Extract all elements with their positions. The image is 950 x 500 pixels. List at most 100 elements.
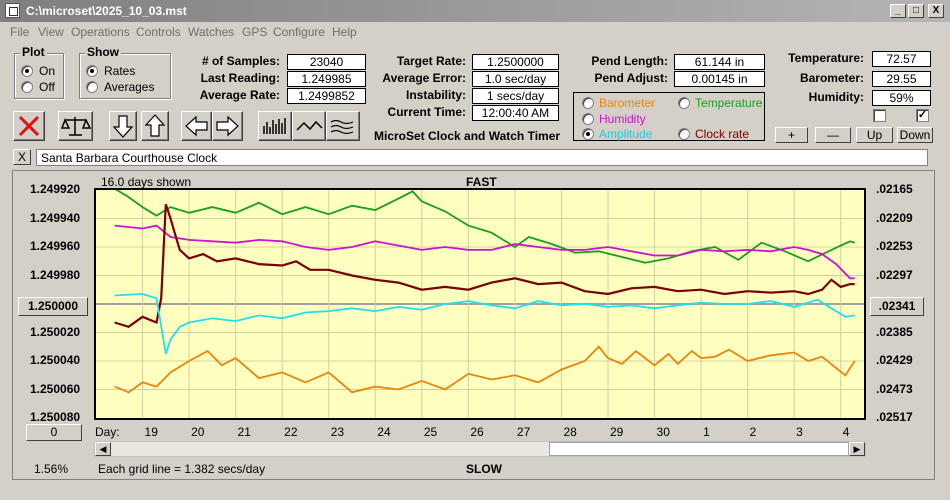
window-title: C:\microset\2025_10_03.mst bbox=[26, 4, 187, 18]
show-group-label: Show bbox=[85, 45, 121, 59]
show-rates-label: Rates bbox=[104, 64, 136, 78]
right-arrow-button[interactable] bbox=[212, 111, 243, 141]
show-rates-radio[interactable] bbox=[86, 65, 98, 77]
pend-length-label: Pend Length: bbox=[591, 54, 668, 68]
menu-gps[interactable]: GPS bbox=[242, 25, 268, 39]
slow-label: SLOW bbox=[466, 462, 502, 476]
pend-adjust-value: 0.00145 in bbox=[674, 71, 765, 87]
temperature-radio[interactable] bbox=[678, 97, 690, 109]
menu-watches[interactable]: Watches bbox=[188, 25, 235, 39]
scroll-thumb[interactable] bbox=[549, 442, 849, 456]
temperature-trace-label: Temperature bbox=[695, 96, 763, 110]
chart-panel bbox=[12, 170, 935, 480]
menu-help[interactable]: Help bbox=[332, 25, 357, 39]
humidity-label: Humidity: bbox=[808, 90, 864, 104]
trace-selector: Barometer Temperature Humidity Amplitude… bbox=[573, 92, 765, 141]
y-right-tick-label: .02385 bbox=[876, 324, 913, 339]
amplitude-trace-label: Amplitude bbox=[599, 127, 653, 141]
minimize-button[interactable]: _ bbox=[890, 4, 906, 18]
y-left-tick-label: 1.249920 bbox=[30, 182, 81, 196]
horizontal-scrollbar[interactable]: ◀ ▶ bbox=[94, 441, 866, 457]
y-right-tick-label: .02165 bbox=[876, 182, 913, 196]
balance-scale-icon bbox=[60, 117, 92, 136]
show-averages-label: Averages bbox=[104, 80, 155, 94]
days-shown-label: 16.0 days shown bbox=[101, 175, 192, 189]
average-error-value: 1.0 sec/day bbox=[472, 71, 559, 87]
right-checkbox[interactable]: ✓ bbox=[916, 109, 929, 122]
average-rate-label: Average Rate: bbox=[199, 88, 280, 102]
down-button[interactable]: Down bbox=[897, 127, 933, 143]
scale-button[interactable] bbox=[58, 111, 93, 141]
x-tick-label: 28 bbox=[563, 425, 577, 439]
down-arrow-button[interactable] bbox=[109, 111, 137, 141]
barometer-radio[interactable] bbox=[582, 97, 594, 109]
x-tick-label: 25 bbox=[423, 425, 438, 439]
multi-wave-icon bbox=[330, 119, 354, 135]
menu-operations[interactable]: Operations bbox=[71, 25, 130, 39]
up-button[interactable]: Up bbox=[856, 127, 893, 143]
x-tick-label: 19 bbox=[144, 425, 158, 439]
offset-button[interactable]: 0 bbox=[26, 424, 82, 441]
temperature-label: Temperature: bbox=[788, 51, 864, 65]
menu-controls[interactable]: Controls bbox=[136, 25, 181, 39]
amplitude-radio[interactable] bbox=[582, 128, 594, 140]
left-checkbox[interactable] bbox=[873, 109, 886, 122]
x-tick-label: 1 bbox=[703, 425, 710, 439]
scroll-right-icon[interactable]: ▶ bbox=[849, 442, 865, 456]
humidity-trace-label: Humidity bbox=[599, 112, 646, 126]
clock-rate-radio[interactable] bbox=[678, 128, 690, 140]
maximize-button[interactable]: □ bbox=[908, 4, 924, 18]
humidity-radio[interactable] bbox=[582, 113, 594, 125]
bar-view-button[interactable] bbox=[258, 111, 292, 141]
target-rate-label: Target Rate: bbox=[396, 54, 466, 68]
wave-line-icon bbox=[296, 120, 323, 131]
plot-on-label: On bbox=[39, 64, 56, 78]
clear-watch-button[interactable]: X bbox=[13, 149, 31, 165]
bars-icon bbox=[263, 118, 286, 134]
barometer-value: 29.55 bbox=[872, 71, 931, 87]
right-center-button[interactable]: .02341 bbox=[870, 297, 924, 316]
app-icon bbox=[5, 3, 20, 18]
minus-button[interactable]: — bbox=[815, 127, 851, 143]
scroll-left-icon[interactable]: ◀ bbox=[95, 442, 111, 456]
plot-off-label: Off bbox=[39, 80, 55, 94]
barometer-label: Barometer: bbox=[799, 71, 864, 85]
show-averages-radio[interactable] bbox=[86, 81, 98, 93]
humidity-series bbox=[114, 224, 855, 280]
x-tick-label: 22 bbox=[284, 425, 298, 439]
x-tick-label: 4 bbox=[842, 425, 850, 439]
left-arrow-button[interactable] bbox=[181, 111, 212, 141]
plus-button[interactable]: + bbox=[775, 127, 808, 143]
up-arrow-button[interactable] bbox=[141, 111, 169, 141]
y-right-tick-label: .02517 bbox=[876, 410, 913, 424]
barometer-trace-label: Barometer bbox=[599, 96, 656, 110]
x-tick-label: 2 bbox=[749, 425, 757, 439]
day-axis-label: Day: bbox=[95, 425, 120, 439]
plot-on-radio[interactable] bbox=[21, 65, 33, 77]
plot-off-radio[interactable] bbox=[21, 81, 33, 93]
stop-button[interactable] bbox=[13, 111, 45, 141]
x-tick-label: 29 bbox=[610, 425, 624, 439]
line-view-button[interactable] bbox=[292, 111, 326, 141]
current-time-value: 12:00:40 AM bbox=[472, 105, 559, 121]
menu-file[interactable]: File bbox=[10, 25, 30, 39]
multi-line-view-button[interactable] bbox=[326, 111, 360, 141]
fast-label: FAST bbox=[466, 175, 497, 189]
barometer-series bbox=[114, 345, 856, 394]
y-left-tick-label: 1.249960 bbox=[30, 239, 81, 253]
menu-view[interactable]: View bbox=[38, 25, 64, 39]
close-window-button[interactable]: X bbox=[928, 4, 944, 18]
humidity-value: 59% bbox=[872, 90, 931, 106]
grid-note: Each grid line = 1.382 secs/day bbox=[98, 462, 266, 476]
x-tick-label: 27 bbox=[516, 425, 531, 439]
center-rate-button[interactable]: 1.250000 bbox=[18, 297, 88, 316]
y-left-tick-label: 1.249980 bbox=[30, 267, 81, 282]
x-tick-label: 23 bbox=[330, 425, 345, 439]
clock-rate-trace-label: Clock rate bbox=[695, 127, 750, 141]
menu-configure[interactable]: Configure bbox=[273, 25, 326, 39]
x-tick-label: 20 bbox=[191, 425, 205, 439]
menu-bar: File View Operations Controls Watches GP… bbox=[0, 22, 950, 41]
watch-name-field[interactable]: Santa Barbara Courthouse Clock bbox=[36, 149, 928, 166]
y-left-tick-label: 1.250080 bbox=[30, 410, 81, 424]
app-caption: MicroSet Clock and Watch Timer bbox=[374, 129, 561, 143]
